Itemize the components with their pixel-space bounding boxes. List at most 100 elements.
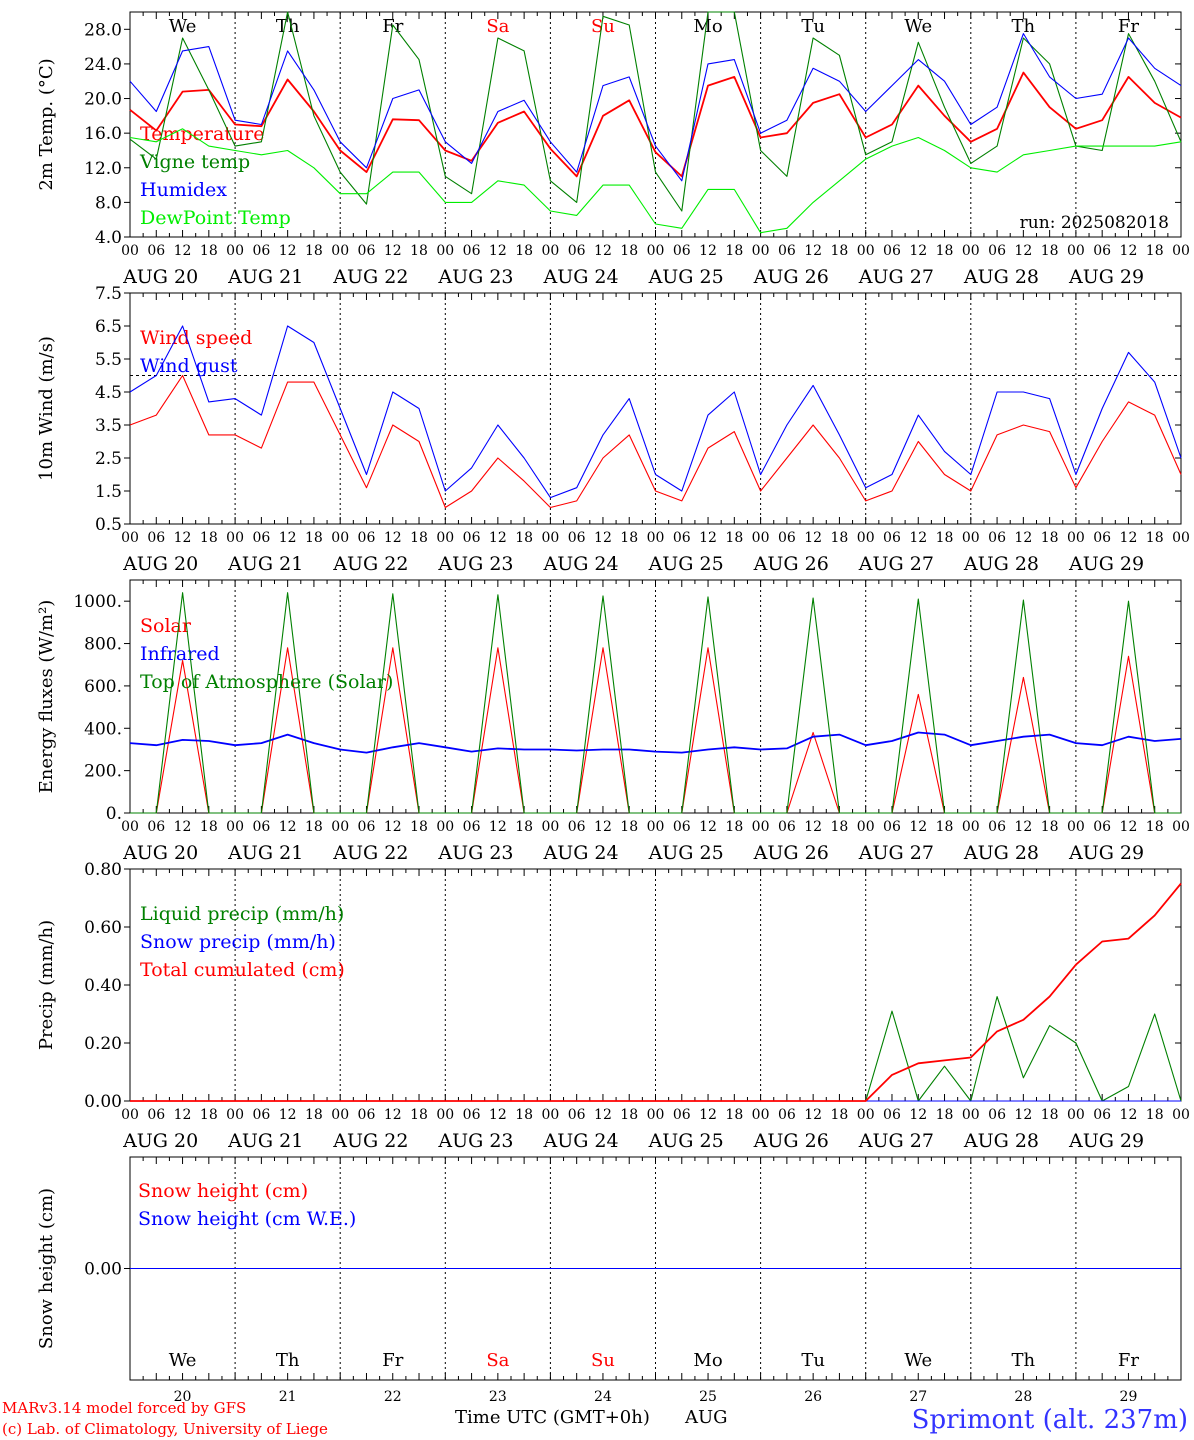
x-date-label: AUG 21 bbox=[227, 553, 303, 575]
x-hour-label: 12 bbox=[1014, 243, 1032, 259]
x-hour-label: 06 bbox=[778, 530, 796, 546]
x-hour-label: 00 bbox=[541, 1107, 559, 1123]
weekday-label: We bbox=[169, 1350, 197, 1371]
y-tick-label: 600. bbox=[84, 677, 122, 697]
x-hour-label: 18 bbox=[725, 1107, 743, 1123]
x-date-label: AUG 26 bbox=[753, 842, 829, 864]
y-tick-label: 7.5 bbox=[95, 284, 122, 304]
weekday-label: Su bbox=[591, 1350, 615, 1371]
x-hour-label: 18 bbox=[515, 819, 533, 835]
x-hour-label: 12 bbox=[489, 530, 507, 546]
day-number-label: 25 bbox=[699, 1389, 717, 1405]
x-date-label: AUG 23 bbox=[437, 842, 513, 864]
x-axis-label: Time UTC (GMT+0h) bbox=[455, 1407, 650, 1428]
weekday-label: Fr bbox=[1118, 16, 1139, 37]
x-hour-label: 18 bbox=[1146, 1107, 1164, 1123]
y-tick-label: 16.0 bbox=[84, 124, 122, 144]
hour-ticks bbox=[129, 293, 1182, 524]
x-hour-label: 00 bbox=[962, 530, 980, 546]
x-hour-label: 00 bbox=[962, 243, 980, 259]
x-date-label: AUG 25 bbox=[648, 266, 724, 288]
x-hour-label: 18 bbox=[410, 1107, 428, 1123]
x-hour-label: 18 bbox=[410, 530, 428, 546]
x-date-label: AUG 29 bbox=[1068, 553, 1144, 575]
y-tick-label: 8.0 bbox=[95, 193, 122, 213]
y-tick-label: 24.0 bbox=[84, 55, 122, 75]
x-hour-label: 18 bbox=[1146, 819, 1164, 835]
x-hour-label: 12 bbox=[1120, 819, 1138, 835]
x-hour-label: 06 bbox=[673, 243, 691, 259]
x-date-label: AUG 22 bbox=[332, 553, 408, 575]
legend-entry: Temperature bbox=[140, 123, 264, 145]
hour-ticks bbox=[129, 580, 1182, 813]
x-hour-label: 12 bbox=[1120, 243, 1138, 259]
x-date-label: AUG 24 bbox=[542, 553, 618, 575]
x-hour-label: 18 bbox=[620, 1107, 638, 1123]
x-date-label: AUG 24 bbox=[542, 1130, 618, 1152]
legend-entry: Snow precip (mm/h) bbox=[140, 931, 336, 953]
x-hour-label: 18 bbox=[831, 819, 849, 835]
x-hour-label: 06 bbox=[147, 819, 165, 835]
x-hour-label: 00 bbox=[647, 819, 665, 835]
x-hour-label: 06 bbox=[358, 243, 376, 259]
x-hour-label: 00 bbox=[1067, 243, 1085, 259]
x-hour-label: 00 bbox=[1172, 1107, 1190, 1123]
y-tick-label: 800. bbox=[84, 635, 122, 655]
day-number-label: 26 bbox=[804, 1389, 822, 1405]
y-tick-label: 0.20 bbox=[84, 1034, 122, 1054]
x-hour-label: 06 bbox=[883, 530, 901, 546]
x-hour-label: 00 bbox=[752, 530, 770, 546]
x-hour-label: 18 bbox=[725, 243, 743, 259]
x-hour-label: 18 bbox=[936, 819, 954, 835]
x-date-label: AUG 20 bbox=[122, 842, 198, 864]
x-hour-label: 12 bbox=[384, 819, 402, 835]
y-tick-label: 0.5 bbox=[95, 515, 122, 535]
x-hour-label: 18 bbox=[936, 1107, 954, 1123]
day-number-label: 28 bbox=[1014, 1389, 1032, 1405]
x-hour-label: 18 bbox=[305, 1107, 323, 1123]
x-hour-label: 18 bbox=[305, 243, 323, 259]
weekday-label: Th bbox=[276, 1350, 300, 1371]
y-axis-label: 2m Temp. (°C) bbox=[36, 58, 57, 190]
y-tick-label: 2.5 bbox=[95, 449, 122, 469]
x-hour-label: 18 bbox=[410, 243, 428, 259]
weekday-label: Th bbox=[276, 16, 300, 37]
legend-entry: DewPoint Temp bbox=[140, 207, 291, 229]
x-date-label: AUG 25 bbox=[648, 842, 724, 864]
x-date-label: AUG 28 bbox=[963, 553, 1039, 575]
day-number-label: 24 bbox=[594, 1389, 612, 1405]
x-hour-label: 12 bbox=[804, 530, 822, 546]
x-hour-label: 06 bbox=[883, 1107, 901, 1123]
x-hour-label: 00 bbox=[752, 819, 770, 835]
x-hour-label: 12 bbox=[489, 819, 507, 835]
x-hour-label: 12 bbox=[909, 1107, 927, 1123]
x-hour-label: 12 bbox=[594, 1107, 612, 1123]
x-hour-label: 00 bbox=[121, 243, 139, 259]
x-hour-label: 06 bbox=[463, 243, 481, 259]
x-date-label: AUG 23 bbox=[437, 1130, 513, 1152]
x-hour-label: 06 bbox=[1093, 530, 1111, 546]
x-date-label: AUG 28 bbox=[963, 842, 1039, 864]
y-axis-label: Snow height (cm) bbox=[36, 1188, 57, 1349]
x-hour-label: 06 bbox=[1093, 243, 1111, 259]
x-date-label: AUG 23 bbox=[437, 553, 513, 575]
x-hour-label: 18 bbox=[305, 819, 323, 835]
day-number-label: 23 bbox=[489, 1389, 507, 1405]
x-hour-label: 06 bbox=[778, 819, 796, 835]
x-hour-label: 06 bbox=[147, 1107, 165, 1123]
legend-entry: Infrared bbox=[140, 643, 220, 665]
x-hour-label: 06 bbox=[673, 530, 691, 546]
x-hour-label: 00 bbox=[436, 819, 454, 835]
x-hour-label: 12 bbox=[699, 819, 717, 835]
credit-line1: MARv3.14 model forced by GFS bbox=[2, 1399, 246, 1417]
x-hour-label: 00 bbox=[121, 1107, 139, 1123]
legend-entry: Vigne temp bbox=[139, 151, 250, 173]
legend-entry: Liquid precip (mm/h) bbox=[140, 903, 344, 925]
x-date-label: AUG 28 bbox=[963, 266, 1039, 288]
x-hour-label: 18 bbox=[515, 530, 533, 546]
x-hour-label: 00 bbox=[436, 530, 454, 546]
y-tick-label: 5.5 bbox=[95, 350, 122, 370]
x-hour-label: 00 bbox=[1067, 819, 1085, 835]
legend-entry: Solar bbox=[140, 615, 192, 637]
panel-snow: 0.00 Snow height (cm) Snow height (cm) Snow… bbox=[36, 1156, 1182, 1405]
